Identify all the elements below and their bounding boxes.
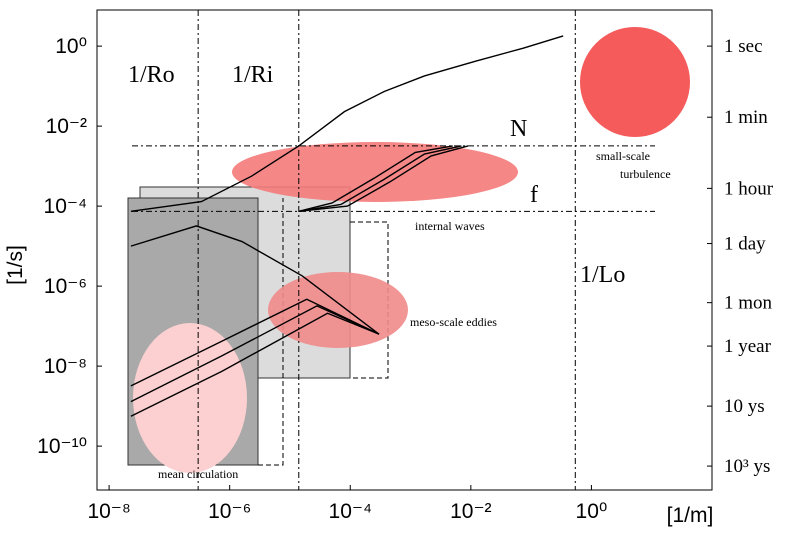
y2-tick-label: 1 hour: [724, 178, 774, 199]
reference-label: 1/Lo: [580, 262, 625, 288]
y2-tick-label: 1 sec: [724, 36, 763, 57]
y2-tick-label: 1 min: [724, 107, 768, 128]
curve: [130, 312, 380, 417]
reference-label: 1/Ri: [232, 62, 274, 88]
regions: [127, 27, 690, 473]
curve: [130, 35, 564, 213]
curve: [130, 298, 380, 387]
internal-waves-region: [232, 142, 518, 202]
y2-tick-label: 1 mon: [724, 293, 773, 314]
eddies-region: [268, 272, 408, 348]
curve: [130, 225, 380, 335]
y-tick-label: 10⁻²: [46, 115, 87, 138]
reference-label: N: [510, 116, 527, 142]
y2-tick-label: 1 day: [724, 234, 766, 255]
annotation: meso-scale eddies: [410, 315, 497, 329]
plot-frame: [96, 9, 713, 491]
y-axis-label: [1/s]: [4, 245, 27, 285]
y2-tick-label: 10 ys: [724, 396, 765, 417]
y2-tick-label: 1 year: [724, 336, 772, 357]
curve: [298, 145, 469, 213]
curve: [130, 305, 380, 403]
x-tick-label: 10⁻⁴: [329, 500, 372, 523]
x-tick-label: 10⁻⁶: [208, 500, 251, 523]
y-tick-label: 10⁻¹⁰: [37, 435, 87, 458]
curve: [298, 145, 462, 213]
y-tick-label: 10⁰: [55, 35, 87, 58]
annotation: turbulence: [620, 167, 671, 181]
y-tick-label: 10⁻⁸: [44, 355, 87, 378]
y-tick-label: 10⁻⁶: [44, 275, 87, 298]
y-tick-label: 10⁻⁴: [44, 195, 87, 218]
x-tick-label: 10⁻⁸: [87, 500, 130, 523]
turbulence-region: [580, 27, 690, 137]
circulation-region: [133, 323, 247, 473]
x-tick-label: 10⁰: [576, 500, 608, 523]
curve: [298, 145, 453, 213]
x-tick-label: 10⁻²: [450, 500, 491, 523]
reference-label: 1/Ro: [128, 62, 175, 88]
annotation: small-scale: [596, 149, 650, 163]
x-axis-label: [1/m]: [667, 504, 714, 527]
reference-label: f: [530, 182, 538, 208]
y2-tick-label: 10³ ys: [724, 456, 770, 477]
annotation: internal waves: [415, 219, 485, 233]
annotation: mean circulation: [158, 467, 238, 481]
